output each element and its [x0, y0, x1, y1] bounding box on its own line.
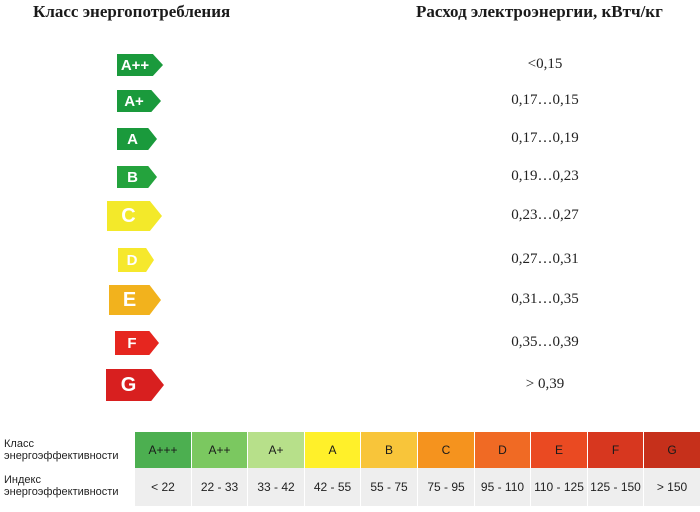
energy-class-row: C	[0, 201, 180, 231]
consumption-value: 0,17…0,15	[511, 92, 579, 108]
table-index-cell: 42 - 55	[305, 468, 361, 506]
table-class-text: A+++	[148, 443, 178, 457]
energy-class-row: G	[0, 369, 180, 401]
energy-class-arrow: E	[109, 285, 161, 315]
table-index-cell: 95 - 110	[475, 468, 531, 506]
table-class-cell: C	[418, 432, 475, 474]
table-class-text: F	[611, 443, 620, 457]
table-class-text: A	[328, 443, 337, 457]
energy-class-letter: F	[127, 334, 137, 352]
table-class-text: E	[554, 443, 563, 457]
table-class-cell: A+++	[135, 432, 192, 474]
consumption-value: 0,23…0,27	[511, 207, 579, 223]
table-index-cell: 75 - 95	[418, 468, 475, 506]
energy-class-row: F	[0, 328, 180, 358]
table-index-cell: 33 - 42	[248, 468, 305, 506]
table-index-text: 95 - 110	[480, 480, 525, 494]
table-index-label-line2: энергоэффективности	[4, 486, 119, 498]
energy-class-arrow: G	[106, 369, 164, 401]
energy-class-arrow: F	[115, 331, 159, 355]
energy-class-letter: A++	[120, 56, 150, 74]
table-index-text: 110 - 125	[534, 480, 584, 494]
consumption-value: <0,15	[527, 56, 563, 72]
table-class-cell: B	[361, 432, 418, 474]
table-class-text: D	[498, 443, 507, 457]
energy-class-arrow: B	[117, 166, 157, 188]
energy-class-row: E	[0, 285, 180, 315]
table-class-text: G	[667, 443, 677, 457]
table-class-text: A++	[208, 443, 231, 457]
table-index-text: 22 - 33	[200, 480, 239, 494]
table-index-cell: 110 - 125	[531, 468, 588, 506]
consumption-value: 0,35…0,39	[511, 334, 579, 350]
table-index-text: 33 - 42	[257, 480, 295, 494]
table-index-text: > 150	[656, 480, 688, 494]
table-index-text: 42 - 55	[313, 480, 352, 494]
consumption-value: > 0,39	[525, 376, 565, 392]
table-class-cell: A	[305, 432, 361, 474]
energy-class-row: D	[0, 245, 180, 275]
energy-class-header: Класс энергопотребления	[33, 2, 231, 21]
table-class-label-line1: Класс	[4, 438, 34, 450]
consumption-value: 0,19…0,23	[511, 168, 579, 184]
energy-class-row: B	[0, 162, 180, 192]
consumption-value: 0,31…0,35	[511, 291, 579, 307]
energy-class-letter: A+	[124, 92, 144, 110]
energy-class-row: A	[0, 124, 180, 154]
energy-class-letter: E	[122, 289, 137, 311]
table-class-cell: F	[588, 432, 644, 474]
consumption-header: Расход электроэнергии, кВтч/кг	[416, 2, 663, 21]
energy-class-arrow: A++	[117, 54, 163, 76]
table-class-cell: A+	[248, 432, 305, 474]
energy-class-letter: G	[120, 374, 137, 396]
table-class-cell: E	[531, 432, 588, 474]
table-class-label: Класс энергоэффективности	[4, 438, 118, 462]
table-index-text: 55 - 75	[370, 480, 408, 494]
table-class-cell: A++	[192, 432, 248, 474]
table-index-cell: 22 - 33	[192, 468, 248, 506]
table-index-cell: > 150	[644, 468, 700, 506]
table-class-text: C	[441, 443, 451, 457]
energy-class-arrow: A+	[117, 90, 161, 112]
table-index-text: 125 - 150	[590, 480, 641, 494]
energy-class-arrow: A	[117, 128, 157, 150]
energy-class-row: A++	[0, 50, 180, 80]
energy-class-letter: A	[127, 130, 138, 148]
table-class-text: B	[384, 443, 393, 457]
table-index-label: Индекс энергоэффективности	[4, 474, 118, 498]
table-class-cell: G	[644, 432, 700, 474]
energy-class-letter: D	[126, 251, 138, 269]
consumption-value: 0,27…0,31	[511, 251, 579, 267]
energy-class-letter: C	[121, 205, 136, 227]
table-class-text: A+	[268, 443, 284, 457]
consumption-value: 0,17…0,19	[511, 130, 579, 146]
table-index-text: < 22	[151, 480, 175, 494]
energy-class-arrow: C	[107, 201, 162, 231]
table-class-label-line2: энергоэффективности	[4, 450, 119, 462]
table-index-text: 75 - 95	[427, 480, 465, 494]
energy-class-arrow: D	[118, 248, 154, 272]
table-index-cell: 55 - 75	[361, 468, 418, 506]
table-index-cell: 125 - 150	[588, 468, 644, 506]
energy-class-letter: B	[127, 168, 138, 186]
table-index-cell: < 22	[135, 468, 192, 506]
table-index-label-line1: Индекс	[4, 474, 41, 486]
energy-class-row: A+	[0, 86, 180, 116]
table-class-cell: D	[475, 432, 531, 474]
